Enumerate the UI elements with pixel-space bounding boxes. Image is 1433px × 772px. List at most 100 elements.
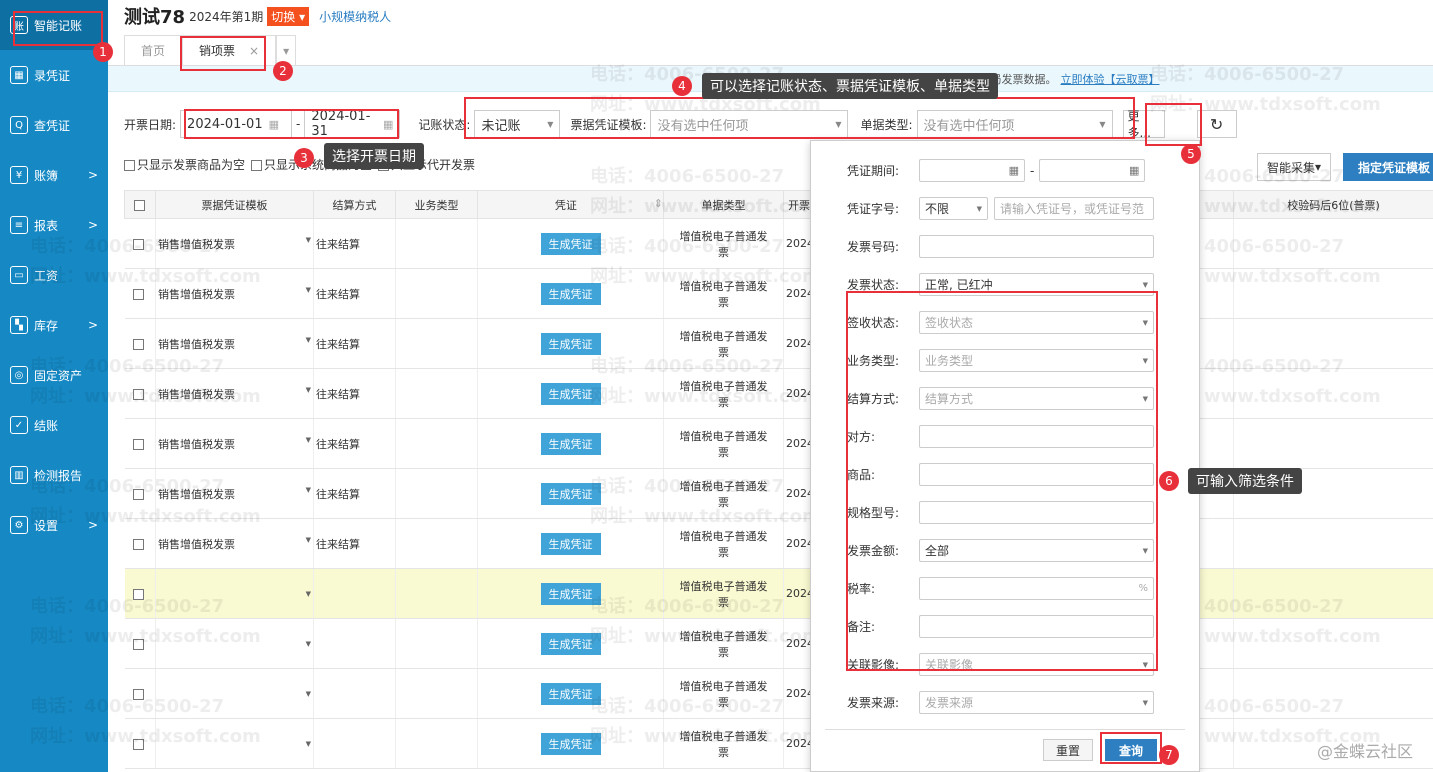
row-select[interactable]: [124, 218, 156, 269]
field-input[interactable]: 结算方式 ▼: [919, 387, 1154, 410]
checkbox[interactable]: [133, 638, 145, 650]
generate-voucher-button[interactable]: 生成凭证: [540, 282, 601, 305]
row-select[interactable]: [124, 368, 156, 419]
period-from-input[interactable]: ▦: [919, 159, 1025, 182]
checkbox[interactable]: [133, 738, 145, 750]
sidebar-item[interactable]: Q 查凭证: [0, 100, 108, 150]
table-row[interactable]: 销售增值税发票 ▼ 往来结算 生成凭证 增值税电子普通发票 2024: [124, 318, 1433, 369]
field-input[interactable]: [919, 463, 1154, 486]
settle-cell[interactable]: 往来结算: [313, 318, 396, 369]
template-cell[interactable]: ▼: [155, 618, 314, 669]
sidebar-item[interactable]: ▦ 录凭证: [0, 50, 108, 100]
calendar-icon[interactable]: ▦: [382, 117, 394, 131]
settle-cell[interactable]: 往来结算: [313, 368, 396, 419]
col-voucher[interactable]: 凭证 ⇕: [477, 190, 664, 219]
voucher-word-select[interactable]: 不限 ▼: [919, 197, 988, 220]
business-cell[interactable]: [395, 218, 478, 269]
table-row[interactable]: 销售增值税发票 ▼ 往来结算 生成凭证 增值税电子普通发票 2024: [124, 368, 1433, 419]
checkbox[interactable]: [133, 288, 145, 300]
business-cell[interactable]: [395, 718, 478, 769]
template-cell[interactable]: ▼: [155, 668, 314, 719]
assign-template-button[interactable]: 指定凭证模板: [1343, 153, 1433, 181]
template-cell[interactable]: 销售增值税发票 ▼: [155, 368, 314, 419]
business-cell[interactable]: [395, 468, 478, 519]
template-cell[interactable]: ▼: [155, 568, 314, 619]
checkbox[interactable]: [133, 488, 145, 500]
field-input[interactable]: [919, 235, 1154, 258]
row-select[interactable]: [124, 418, 156, 469]
sidebar-item[interactable]: ◎ 固定资产: [0, 350, 108, 400]
template-cell[interactable]: ▼: [155, 718, 314, 769]
template-cell[interactable]: 销售增值税发票 ▼: [155, 268, 314, 319]
sidebar-item[interactable]: ▚ 库存 >: [0, 300, 108, 350]
sidebar-item[interactable]: ✓ 结账: [0, 400, 108, 450]
settle-cell[interactable]: 往来结算: [313, 218, 396, 269]
sidebar-item[interactable]: 账智能记账: [0, 0, 108, 50]
field-input[interactable]: 关联影像 ▼: [919, 653, 1154, 676]
checkbox[interactable]: [124, 160, 135, 171]
sidebar-item[interactable]: ≡ 报表 >: [0, 200, 108, 250]
template-cell[interactable]: 销售增值税发票 ▼: [155, 468, 314, 519]
table-row[interactable]: 销售增值税发票 ▼ 往来结算 生成凭证 增值税电子普通发票 2024: [124, 218, 1433, 269]
field-input[interactable]: 发票来源 ▼: [919, 691, 1154, 714]
settle-cell[interactable]: 往来结算: [313, 418, 396, 469]
smart-collect-button[interactable]: 智能采集 ▾: [1257, 153, 1331, 181]
switch-button[interactable]: 切换 ▾: [267, 6, 310, 26]
reset-button[interactable]: 重置: [1043, 739, 1093, 761]
row-select[interactable]: [124, 518, 156, 569]
table-row[interactable]: 销售增值税发票 ▼ 往来结算 生成凭证 增值税电子普通发票 2024: [124, 518, 1433, 569]
row-select[interactable]: [124, 318, 156, 369]
tab-dropdown[interactable]: ▾: [276, 35, 297, 65]
refresh-button[interactable]: ↻: [1196, 110, 1237, 138]
settle-cell[interactable]: 往来结算: [313, 268, 396, 319]
generate-voucher-button[interactable]: 生成凭证: [540, 232, 601, 255]
row-select[interactable]: [124, 668, 156, 719]
field-input[interactable]: %: [919, 577, 1154, 600]
calendar-icon[interactable]: ▦: [268, 117, 280, 131]
generate-voucher-button[interactable]: 生成凭证: [540, 482, 601, 505]
sidebar-item[interactable]: ▥ 检测报告: [0, 450, 108, 500]
taxpayer-type[interactable]: 小规模纳税人: [319, 9, 392, 24]
settle-cell[interactable]: [313, 568, 396, 619]
table-row[interactable]: 销售增值税发票 ▼ 往来结算 生成凭证 增值税电子普通发票 2024: [124, 418, 1433, 469]
business-cell[interactable]: [395, 618, 478, 669]
business-cell[interactable]: [395, 318, 478, 369]
close-icon[interactable]: ×: [249, 43, 260, 58]
template-cell[interactable]: 销售增值税发票 ▼: [155, 318, 314, 369]
settle-cell[interactable]: [313, 618, 396, 669]
template-cell[interactable]: 销售增值税发票 ▼: [155, 418, 314, 469]
row-select[interactable]: [124, 568, 156, 619]
select-all[interactable]: [124, 190, 156, 219]
business-cell[interactable]: [395, 568, 478, 619]
sidebar-item[interactable]: ¥ 账簿 >: [0, 150, 108, 200]
generate-voucher-button[interactable]: 生成凭证: [540, 432, 601, 455]
sidebar-item[interactable]: ▭ 工资: [0, 250, 108, 300]
period-to-input[interactable]: ▦: [1039, 159, 1146, 182]
business-cell[interactable]: [395, 668, 478, 719]
field-input[interactable]: 全部 ▼: [919, 539, 1154, 562]
settle-cell[interactable]: 往来结算: [313, 468, 396, 519]
date-to-input[interactable]: 2024-01-31 ▦: [304, 109, 401, 139]
tab-sales-invoice[interactable]: 销项票 ×: [182, 35, 277, 65]
business-cell[interactable]: [395, 518, 478, 569]
row-select[interactable]: [124, 268, 156, 319]
tab-home[interactable]: 首页: [124, 35, 183, 65]
calendar-icon[interactable]: ▦: [1128, 164, 1140, 177]
table-row[interactable]: ▼ 生成凭证 增值税电子普通发票 2024: [124, 618, 1433, 669]
sidebar-item[interactable]: ⚙ 设置 >: [0, 500, 108, 550]
row-select[interactable]: [124, 618, 156, 669]
table-row[interactable]: ▼ 生成凭证 增值税电子普通发票 2024: [124, 718, 1433, 769]
table-row[interactable]: ▼ 生成凭证 增值税电子普通发票 2024: [124, 568, 1433, 619]
checkbox[interactable]: [133, 199, 145, 211]
sort-icon[interactable]: ⇕: [653, 196, 663, 210]
query-button[interactable]: 查询: [1105, 739, 1157, 761]
generate-voucher-button[interactable]: 生成凭证: [540, 382, 601, 405]
status-select[interactable]: 未记账 ▼: [474, 110, 561, 138]
row-select[interactable]: [124, 468, 156, 519]
col-business[interactable]: 业务类型: [395, 190, 478, 219]
business-cell[interactable]: [395, 418, 478, 469]
checkbox[interactable]: [133, 688, 145, 700]
template-cell[interactable]: 销售增值税发票 ▼: [155, 218, 314, 269]
calendar-icon[interactable]: ▦: [1008, 164, 1019, 177]
col-check-code[interactable]: 校验码后6位(普票): [1233, 190, 1433, 219]
